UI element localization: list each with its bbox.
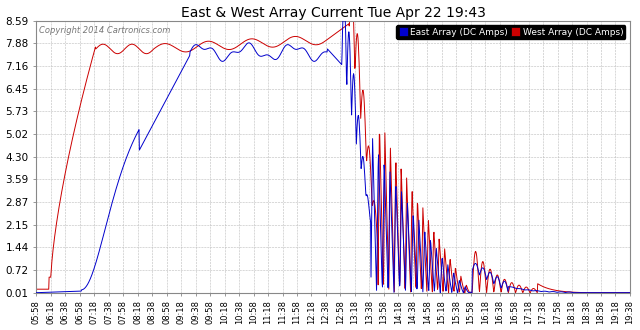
Legend: East Array (DC Amps), West Array (DC Amps): East Array (DC Amps), West Array (DC Amp… [396, 25, 625, 39]
Title: East & West Array Current Tue Apr 22 19:43: East & West Array Current Tue Apr 22 19:… [180, 6, 486, 19]
Text: Copyright 2014 Cartronics.com: Copyright 2014 Cartronics.com [40, 26, 171, 35]
